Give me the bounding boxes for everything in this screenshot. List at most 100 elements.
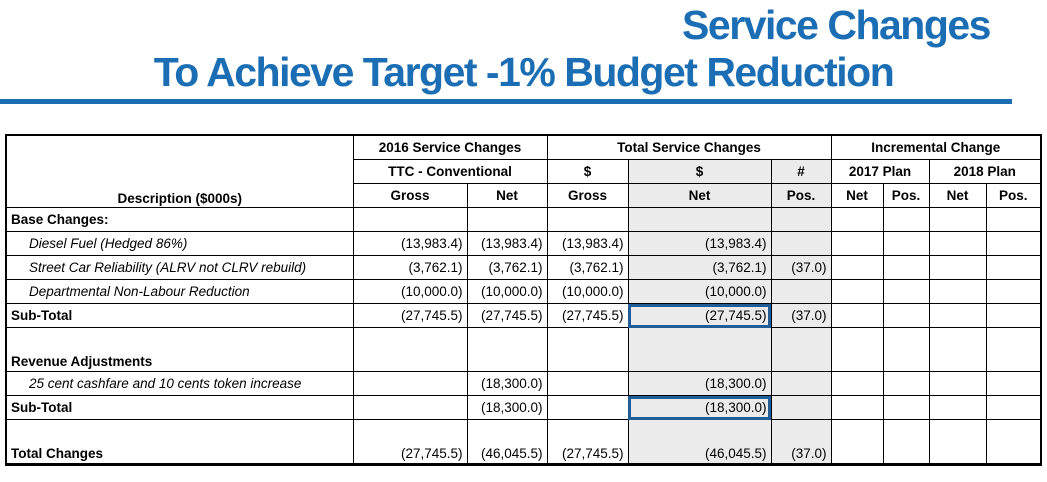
value-cell: (10,000.0) <box>352 279 468 304</box>
col-header-2017-pos: Pos. <box>882 183 930 208</box>
col-header-2016-net: Net <box>466 183 548 208</box>
value-cell <box>546 207 629 232</box>
value-cell: (18,300.0) <box>627 371 772 396</box>
value-cell <box>627 327 772 372</box>
value-cell <box>352 327 468 372</box>
value-cell <box>985 371 1042 396</box>
value-cell <box>770 279 832 304</box>
value-cell <box>928 371 987 396</box>
value-cell <box>830 395 884 420</box>
value-cell <box>546 371 629 396</box>
group-header-2016: 2016 Service Changes <box>352 134 548 160</box>
col-header-total-pos: Pos. <box>770 183 832 208</box>
sub-header-total-pos-sign: # <box>770 159 832 184</box>
value-cell <box>985 255 1042 280</box>
table-row: Diesel Fuel (Hedged 86%) (13,983.4) (13,98… <box>5 231 1042 256</box>
row-label: Total Changes <box>5 419 354 465</box>
value-cell <box>882 395 930 420</box>
group-header-row: Description ($000s) 2016 Service Changes… <box>5 134 1042 208</box>
value-cell <box>928 303 987 328</box>
value-cell <box>546 395 629 420</box>
title-underline <box>0 99 1012 104</box>
value-cell <box>546 327 629 372</box>
value-cell <box>627 207 772 232</box>
value-cell <box>882 327 930 372</box>
table-row: Total Changes (27,745.5) (46,045.5) (27,745… <box>5 419 1042 465</box>
value-cell <box>466 207 548 232</box>
value-cell <box>770 231 832 256</box>
value-cell: (37.0) <box>770 255 832 280</box>
value-cell: (13,983.4) <box>546 231 629 256</box>
table-row: Street Car Reliability (ALRV not CLRV re… <box>5 255 1042 280</box>
row-label: Departmental Non-Labour Reduction <box>5 279 354 304</box>
value-cell: (10,000.0) <box>627 279 772 304</box>
title-block: Service Changes To Achieve Target -1% Bu… <box>0 0 1047 104</box>
value-cell <box>985 207 1042 232</box>
value-cell <box>830 371 884 396</box>
value-cell: (3,762.1) <box>627 255 772 280</box>
sub-header-total-net-sign: $ <box>627 159 772 184</box>
value-cell <box>928 327 987 372</box>
table-row: Sub-Total (18,300.0) (18,300.0) <box>5 395 1042 420</box>
col-header-2018-pos: Pos. <box>985 183 1042 208</box>
row-label: Street Car Reliability (ALRV not CLRV re… <box>5 255 354 280</box>
value-cell <box>928 255 987 280</box>
value-cell: (13,983.4) <box>352 231 468 256</box>
value-cell: (13,983.4) <box>466 231 548 256</box>
value-cell: (27,745.5) <box>546 419 629 465</box>
value-cell <box>770 371 832 396</box>
col-header-2018-net: Net <box>928 183 987 208</box>
value-cell <box>830 207 884 232</box>
value-cell <box>770 395 832 420</box>
row-label: Sub-Total <box>5 303 354 328</box>
value-cell: (3,762.1) <box>352 255 468 280</box>
table-row: 25 cent cashfare and 10 cents token incr… <box>5 371 1042 396</box>
sub-header-2017-plan: 2017 Plan <box>830 159 930 184</box>
value-cell <box>352 371 468 396</box>
value-cell <box>985 419 1042 465</box>
table-row: Departmental Non-Labour Reduction (10,000… <box>5 279 1042 304</box>
group-header-total: Total Service Changes <box>546 134 832 160</box>
value-cell <box>830 279 884 304</box>
col-header-total-net: Net <box>627 183 772 208</box>
value-cell <box>985 395 1042 420</box>
value-cell <box>830 231 884 256</box>
value-cell: (46,045.5) <box>627 419 772 465</box>
value-cell: (37.0) <box>770 303 832 328</box>
value-cell <box>466 327 548 372</box>
row-label: Revenue Adjustments <box>5 327 354 372</box>
value-cell: (18,300.0) <box>466 371 548 396</box>
table-row: Revenue Adjustments <box>5 327 1042 372</box>
col-header-total-gross: Gross <box>546 183 629 208</box>
value-cell <box>352 395 468 420</box>
value-cell: (18,300.0) <box>627 395 772 420</box>
value-cell <box>882 419 930 465</box>
col-header-2017-net: Net <box>830 183 884 208</box>
value-cell <box>928 279 987 304</box>
value-cell <box>882 279 930 304</box>
value-cell: (27,745.5) <box>352 303 468 328</box>
value-cell: (3,762.1) <box>546 255 629 280</box>
value-cell: (27,745.5) <box>352 419 468 465</box>
budget-table: Description ($000s) 2016 Service Changes… <box>5 134 1043 466</box>
row-label: Sub-Total <box>5 395 354 420</box>
value-cell <box>830 327 884 372</box>
table-row: Base Changes: <box>5 207 1042 232</box>
description-header: Description ($000s) <box>5 134 354 208</box>
value-cell <box>928 419 987 465</box>
value-cell <box>882 231 930 256</box>
value-cell <box>985 231 1042 256</box>
value-cell: (37.0) <box>770 419 832 465</box>
title-line-1: Service Changes <box>682 2 991 48</box>
value-cell: (27,745.5) <box>627 303 772 328</box>
table-body: Base Changes: Diesel Fuel (Hedged 86%) (13… <box>5 207 1042 465</box>
value-cell: (10,000.0) <box>466 279 548 304</box>
value-cell: (13,983.4) <box>627 231 772 256</box>
value-cell <box>882 255 930 280</box>
group-header-incremental: Incremental Change <box>830 134 1042 160</box>
sub-header-row: TTC - Conventional $ $ # 2017 Plan 2018 … <box>6 159 1042 184</box>
value-cell <box>830 419 884 465</box>
col-header-2016-gross: Gross <box>352 183 468 208</box>
sub-header-2018-plan: 2018 Plan <box>928 159 1042 184</box>
sub-header-ttc-conventional: TTC - Conventional <box>352 159 548 184</box>
